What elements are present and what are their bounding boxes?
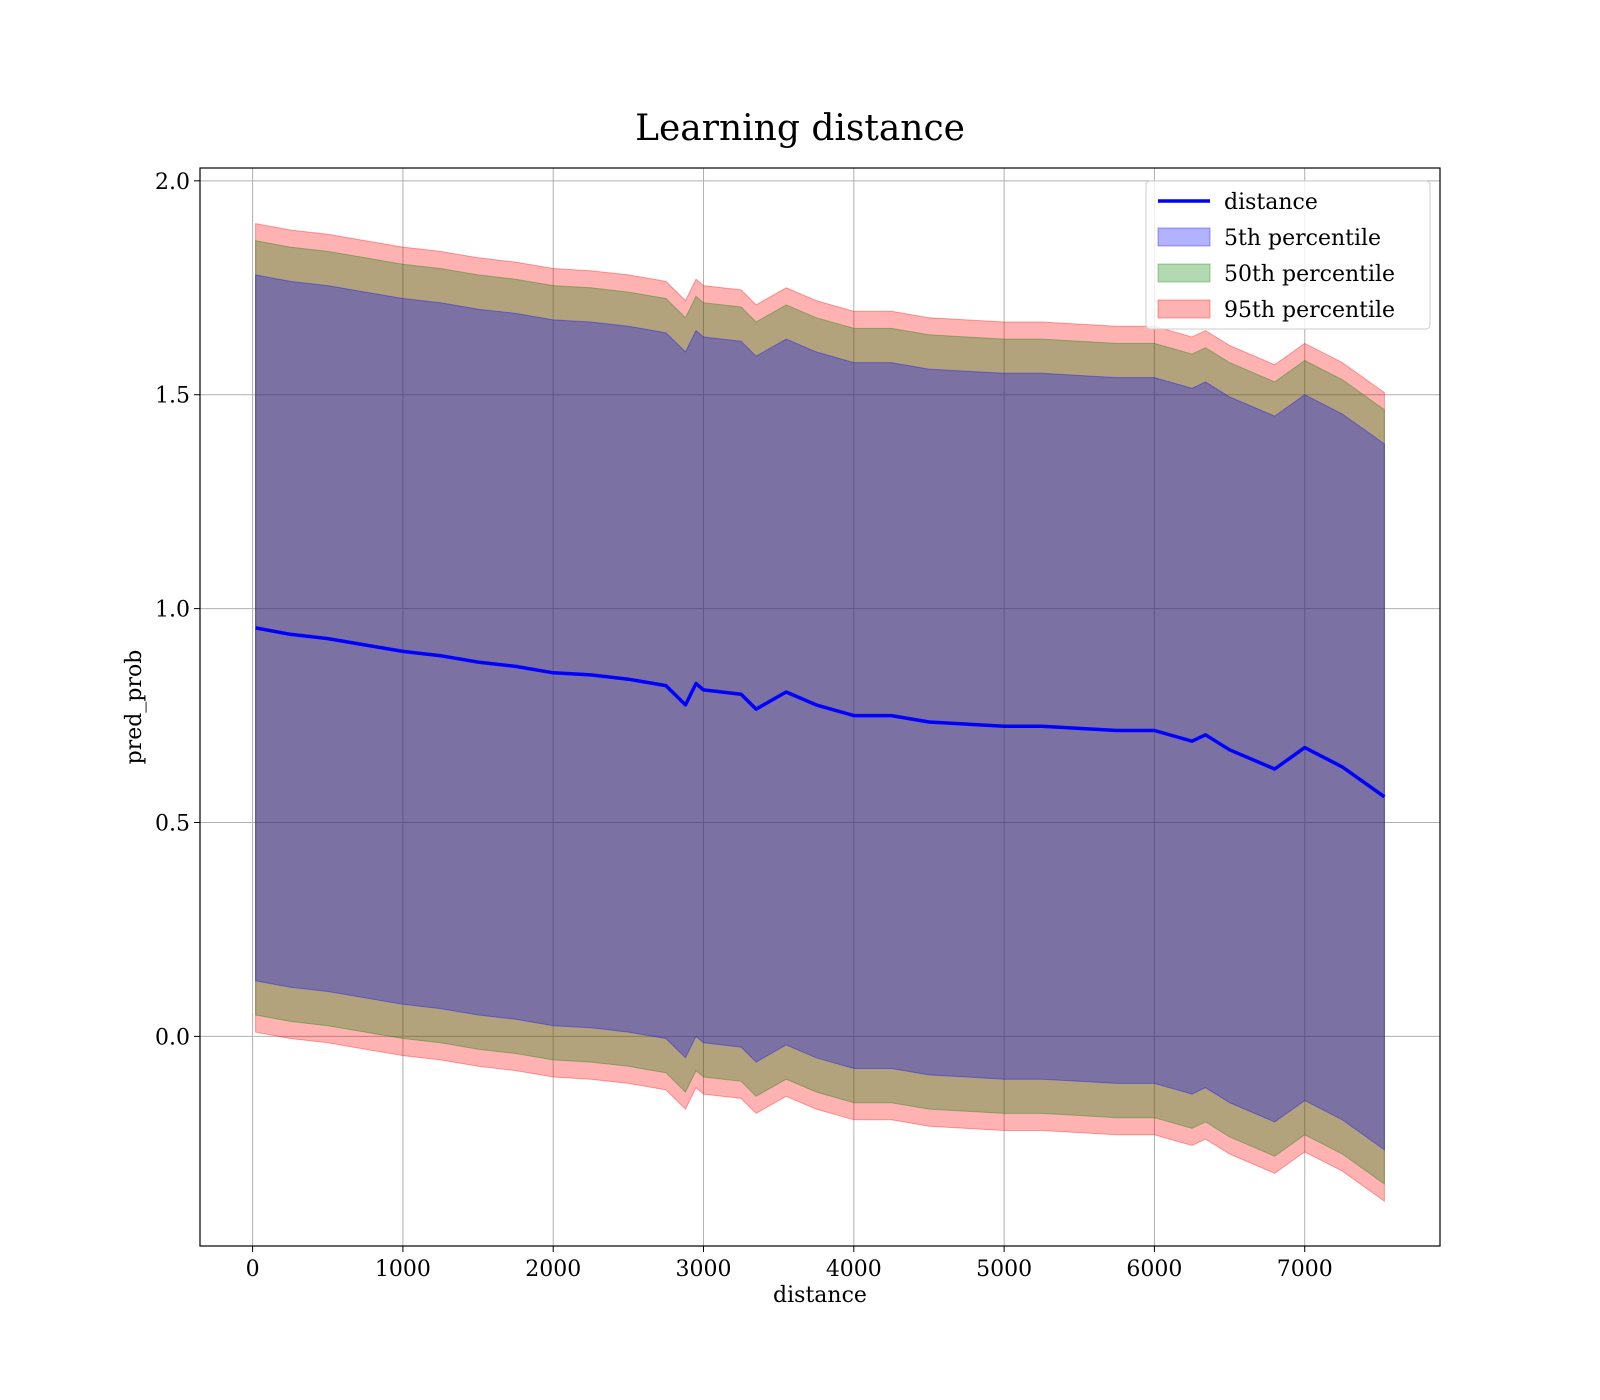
line-distance [255,626,1386,799]
chart-title: Learning distance [635,108,965,149]
legend: distance 5th percentile 50th percentile 95t… [1145,180,1431,330]
legend-label: 5th percentile [1224,226,1381,251]
axis-ticks: 0 1000 2000 3000 4000 5000 6000 7000 0.0 0.5 1.0 1.… [155,170,1333,1282]
percentile-bands [255,222,1385,1203]
y-tick-label: 1.0 [155,598,190,623]
y-tick-label: 2.0 [155,170,190,195]
y-axis-label: pred_prob [122,650,147,765]
legend-swatch [1157,299,1211,319]
line-series [255,626,1386,799]
grid [200,168,1440,1246]
band-95th-percentile [255,222,1385,1203]
x-tick-label: 7000 [1277,1257,1333,1282]
x-tick-label: 0 [246,1257,260,1282]
band-5th-percentile [255,274,1385,1151]
legend-swatch [1157,263,1211,283]
legend-label: 95th percentile [1224,298,1395,323]
plot-frame [199,167,1441,1247]
legend-label: 50th percentile [1224,262,1395,287]
band-50th-percentile [255,240,1385,1185]
x-tick-label: 1000 [375,1257,431,1282]
x-axis-label: distance [773,1283,867,1308]
legend-box [1145,180,1431,330]
y-tick-label: 0.0 [155,1025,190,1050]
x-tick-label: 4000 [826,1257,882,1282]
y-tick-label: 1.5 [155,384,190,409]
legend-label: distance [1224,190,1318,215]
x-tick-label: 5000 [976,1257,1032,1282]
x-tick-label: 6000 [1126,1257,1182,1282]
x-tick-label: 2000 [525,1257,581,1282]
legend-swatch [1157,227,1211,247]
y-tick-label: 0.5 [155,812,190,837]
x-tick-label: 3000 [676,1257,732,1282]
